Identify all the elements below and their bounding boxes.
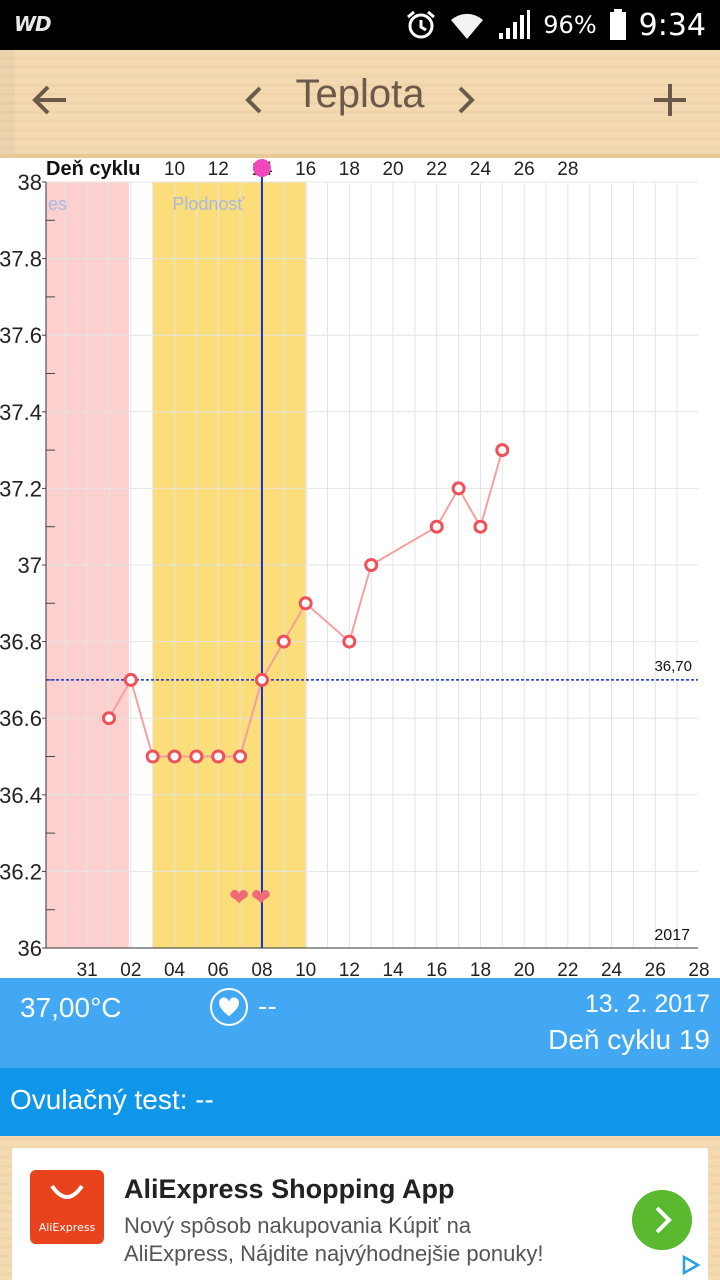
y-tick-label: 37.6	[0, 323, 42, 348]
x-tick-label: 20	[514, 960, 535, 980]
temperature-point	[451, 481, 466, 496]
heart-marker: ❤	[229, 884, 249, 912]
top-tick-label: 20	[382, 159, 403, 180]
heart-icon	[218, 997, 240, 1016]
cycle-day-label: Deň cyklu 19	[548, 1024, 710, 1055]
temperature-point	[342, 634, 357, 649]
ovulation-test-text: Ovulačný test: --	[10, 1084, 214, 1115]
ad-description: Nový spôsob nakupovania Kúpiť na AliExpr…	[124, 1213, 544, 1266]
heart-marker: ❤	[251, 884, 271, 912]
y-tick-label: 36	[18, 936, 42, 961]
x-tick-label: 04	[164, 960, 186, 980]
temperature-point	[473, 519, 488, 534]
temperature-point	[276, 634, 291, 649]
ad-logo-text: AliExpress	[38, 1221, 96, 1234]
y-tick-label: 38	[18, 170, 42, 195]
top-tick-label: 12	[208, 159, 229, 180]
x-tick-label: 16	[426, 960, 447, 980]
top-tick-label: 10	[164, 159, 185, 180]
date-label: 13. 2. 2017	[584, 990, 710, 1018]
next-icon[interactable]	[448, 80, 484, 120]
temperature-point	[364, 558, 379, 572]
y-tick-label: 37.8	[0, 247, 42, 272]
x-tick-label: 31	[77, 960, 98, 980]
battery-icon	[609, 9, 626, 40]
app-bar: Teplota	[0, 50, 720, 158]
y-tick-label: 36.4	[0, 783, 42, 808]
ovulation-test-bar[interactable]: Ovulačný test: --	[0, 1068, 720, 1136]
x-tick-label: 06	[208, 960, 229, 980]
temperature-point	[211, 749, 226, 764]
page-title: Teplota	[295, 72, 425, 116]
carrier-logo: WD	[14, 12, 52, 36]
arrow-left-icon[interactable]	[28, 78, 72, 122]
ovulation-marker	[252, 159, 271, 177]
x-tick-label: 24	[601, 960, 623, 980]
status-bar: WD 96% 9:34	[0, 0, 720, 50]
chevron-right-icon[interactable]	[632, 1190, 692, 1250]
cover-line-label: 36,70	[654, 658, 692, 675]
temperature-point	[167, 749, 182, 764]
temperature-point	[123, 672, 138, 687]
y-tick-label: 37.4	[0, 400, 42, 425]
temperature-point	[233, 749, 248, 764]
alarm-icon	[407, 10, 436, 39]
top-tick-label: 24	[470, 159, 492, 180]
y-tick-label: 36.8	[0, 630, 42, 655]
chart-svg[interactable]: 38 37.8 37.6 37.4 37.2 37 36.8 36.6 36.4 36.2 36 31…	[0, 158, 720, 980]
x-tick-label: 26	[645, 960, 666, 980]
top-tick-label: 26	[514, 159, 535, 180]
signal-icon	[499, 10, 531, 39]
top-tick-label: 18	[339, 159, 360, 180]
ad-banner[interactable]: AliExpress AliExpress Shopping App Nový …	[12, 1148, 708, 1280]
fertile-band-label: Plodnosť	[172, 194, 244, 214]
temperature-line	[108, 449, 504, 758]
heart-value: --	[258, 992, 277, 1022]
temperature-value: 37,00°C	[20, 992, 122, 1023]
ad-title: AliExpress Shopping App	[124, 1174, 455, 1204]
x-tick-label: 14	[382, 960, 404, 980]
temperature-point	[189, 749, 204, 764]
plus-icon[interactable]	[648, 78, 692, 122]
info-bar: 37,00°C -- 13. 2. 2017 Deň cyklu 19	[0, 978, 720, 1068]
heart-button[interactable]	[210, 988, 248, 1026]
shopping-bag-icon	[50, 1184, 84, 1199]
y-tick-label: 37	[18, 553, 42, 578]
x-tick-label: 28	[688, 960, 709, 980]
x-tick-label: 18	[470, 960, 491, 980]
x-tick-label: 10	[295, 960, 316, 980]
temperature-point	[495, 443, 510, 458]
temperature-point	[102, 711, 116, 726]
top-tick-label: 22	[426, 159, 447, 180]
top-tick-label: 28	[557, 159, 578, 180]
temperature-point	[429, 519, 444, 534]
x-tick-label: 22	[557, 960, 578, 980]
temperature-point	[145, 749, 160, 764]
ad-container: AliExpress AliExpress Shopping App Nový …	[0, 1136, 720, 1280]
battery-percent: 96%	[543, 11, 597, 39]
temperature-chart[interactable]: 38 37.8 37.6 37.4 37.2 37 36.8 36.6 36.4 36.2 36 31…	[0, 158, 720, 980]
aliexpress-logo: AliExpress	[30, 1170, 104, 1244]
x-tick-label: 08	[251, 960, 272, 980]
y-tick-label: 36.6	[0, 706, 42, 731]
x-tick-label: 02	[120, 960, 141, 980]
wifi-icon	[451, 13, 484, 39]
temperature-point	[254, 672, 269, 687]
top-tick-label: 16	[295, 159, 316, 180]
year-label: 2017	[654, 927, 690, 944]
y-tick-label: 37.2	[0, 476, 42, 501]
clock: 9:34	[638, 7, 706, 43]
period-band-label: es	[48, 194, 67, 214]
y-tick-label: 36.2	[0, 859, 42, 884]
temperature-point	[298, 596, 313, 611]
x-tick-label: 12	[339, 960, 360, 980]
top-axis-label: Deň cyklu	[46, 158, 140, 180]
adchoices-icon[interactable]	[680, 1254, 702, 1276]
previous-icon[interactable]	[236, 80, 272, 120]
